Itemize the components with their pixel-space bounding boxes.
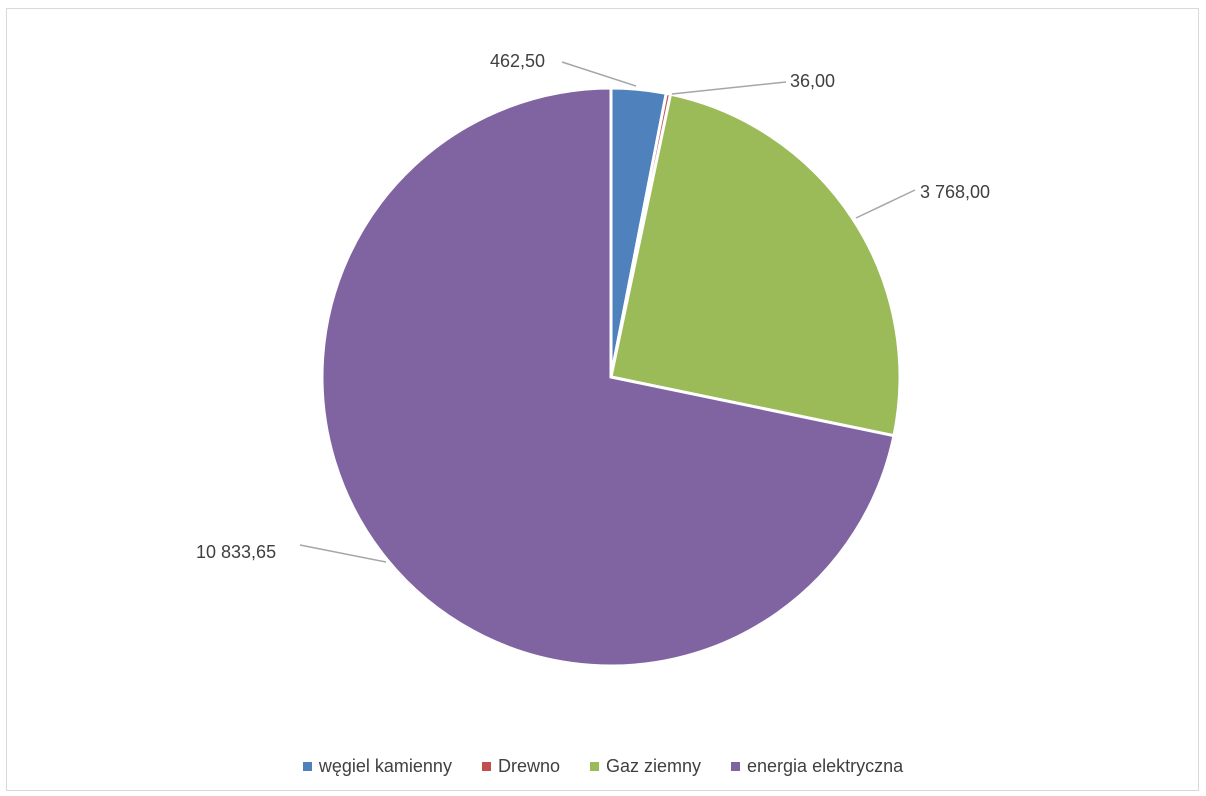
legend-item-2: Gaz ziemny xyxy=(589,756,702,777)
legend-swatch xyxy=(481,762,491,771)
legend-swatch xyxy=(302,762,312,771)
legend-swatch xyxy=(731,762,741,771)
legend-item-3: energia elektryczna xyxy=(731,756,903,777)
legend-label: Gaz ziemny xyxy=(605,756,702,776)
pie-slice-3 xyxy=(320,86,896,668)
leader-line-2 xyxy=(855,189,916,219)
data-label-3: 10 833,65 xyxy=(196,542,276,562)
legend-item-0: węgiel kamienny xyxy=(302,756,452,777)
data-label-1: 36,00 xyxy=(790,71,835,91)
legend-label: węgiel kamienny xyxy=(318,756,452,776)
leader-line-0 xyxy=(561,61,637,87)
legend-label: Drewno xyxy=(497,756,560,776)
legend-item-1: Drewno xyxy=(481,756,560,777)
data-label-0: 462,50 xyxy=(490,51,545,71)
leader-line-1 xyxy=(671,81,787,95)
pie-slice-2 xyxy=(609,92,902,438)
data-label-2: 3 768,00 xyxy=(920,182,990,202)
leader-line-3 xyxy=(299,544,387,563)
legend-swatch xyxy=(589,762,599,771)
legend-label: energia elektryczna xyxy=(747,756,904,776)
chart-legend: węgiel kamienny Drewno Gaz ziemny energia e… xyxy=(0,756,1206,777)
